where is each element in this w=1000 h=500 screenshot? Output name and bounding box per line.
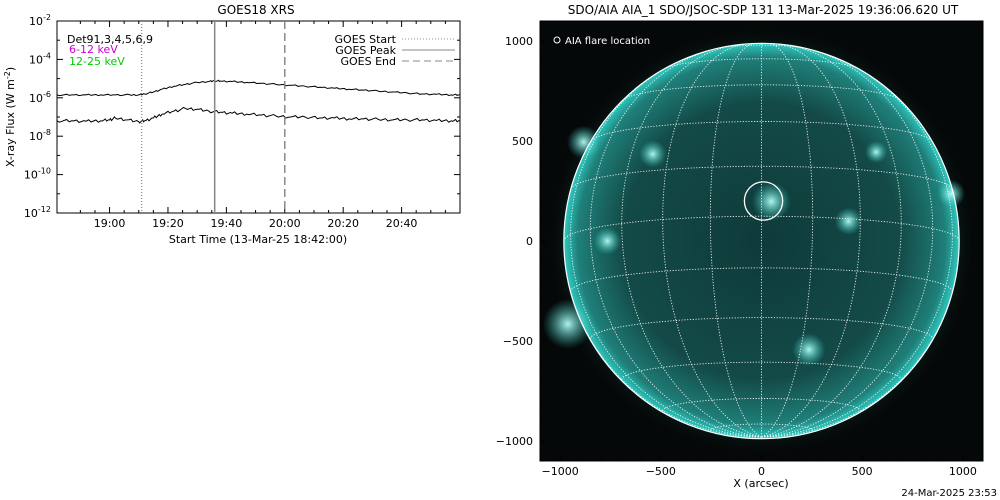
goes-y-axis-label: X-ray Flux (W m-2) <box>3 67 17 167</box>
goes-event-markers <box>141 21 286 213</box>
bright-region <box>566 125 601 159</box>
goes-chart-title: GOES18 XRS <box>217 3 294 17</box>
aia-y-tick-label: 500 <box>512 135 533 148</box>
aia-x-tick-label: 500 <box>852 465 873 478</box>
grid-line <box>570 165 953 190</box>
flare-legend-symbol <box>553 36 561 44</box>
grid-line <box>761 47 934 438</box>
aia-x-tick-label: 1000 <box>949 465 977 478</box>
legend-12-25-kev: 12-25 keV <box>69 55 125 68</box>
legend-detectors: Det91,3,4,5,6,9 <box>67 33 153 46</box>
grid-line <box>589 47 762 438</box>
goes-x-tick-label: 20:20 <box>327 217 359 230</box>
grid-line <box>761 63 953 438</box>
goes-x-tick-label: 20:40 <box>386 217 418 230</box>
legend-goes-peak: GOES Peak <box>335 44 396 57</box>
goes-x-tick-label: 20:00 <box>269 217 301 230</box>
goes-x-tick-label: 19:40 <box>211 217 243 230</box>
bright-region <box>542 299 593 349</box>
goes-y-tick-label: 10-2 <box>29 13 51 28</box>
aia-y-axis: −1000 −500 0 500 1000 <box>496 35 546 448</box>
sun-active-regions <box>542 125 966 367</box>
goes-y-tick-label: 10-12 <box>24 205 51 220</box>
aia-x-tick-label: −500 <box>646 465 676 478</box>
aia-x-axis-label: X (arcsec) <box>733 477 788 490</box>
footer-timestamp: 24-Mar-2025 23:53 <box>901 488 997 499</box>
bright-region <box>752 182 791 221</box>
goes-series-line <box>56 79 460 97</box>
solar-limb <box>563 42 960 440</box>
bright-region <box>792 333 826 367</box>
goes-series-line <box>56 106 460 124</box>
goes-x-axis-label: Start Time (13-Mar-25 18:42:00) <box>169 233 347 246</box>
aia-y-tick-label: 1000 <box>505 35 533 48</box>
grid-line <box>761 43 814 438</box>
bright-region <box>638 140 667 168</box>
bright-region <box>834 207 863 236</box>
grid-line <box>761 45 902 438</box>
goes-x-axis: 19:00 19:20 19:40 20:00 20:20 20:40 <box>79 21 461 230</box>
goes-y-tick-label: 10-6 <box>29 90 51 105</box>
legend-6-12-kev: 6-12 keV <box>69 43 118 56</box>
aia-x-tick-label: −1000 <box>542 465 579 478</box>
grid-line <box>761 43 861 438</box>
aia-y-tick-label: −1000 <box>496 435 533 448</box>
grid-line <box>570 63 762 438</box>
grid-line <box>563 215 960 242</box>
goes-y-tick-label: 10-4 <box>29 51 51 66</box>
grid-line <box>709 43 762 438</box>
flare-location-circle <box>743 181 784 221</box>
aia-x-axis: −1000 −500 0 500 1000 <box>542 455 977 478</box>
goes-x-tick-label: 19:00 <box>94 217 126 230</box>
goes-y-axis: 10-12 10-10 10-8 10-6 10-4 10-2 <box>24 13 460 220</box>
goes-y-tick-label: 10-10 <box>24 167 51 182</box>
aia-y-tick-label: 0 <box>526 235 533 248</box>
flare-legend-label: AIA flare location <box>565 36 650 47</box>
bright-region <box>937 179 966 208</box>
grid-line <box>589 317 934 340</box>
grid-line <box>623 84 900 100</box>
grid-line <box>621 45 762 438</box>
goes-x-tick-label: 19:20 <box>152 217 184 230</box>
grid-line <box>662 43 762 438</box>
bright-region <box>865 140 888 164</box>
aia-image-title: SDO/AIA AIA_1 SDO/JSOC-SDP 131 13-Mar-20… <box>568 3 959 17</box>
bright-region <box>593 227 622 255</box>
goes-y-tick-label: 10-8 <box>29 128 51 143</box>
legend-goes-end: GOES End <box>340 55 396 68</box>
goes-series-group <box>56 79 460 124</box>
aia-y-tick-label: −500 <box>503 335 533 348</box>
legend-goes-start: GOES Start <box>335 33 397 46</box>
aia-x-tick-label: 0 <box>758 465 765 478</box>
grid-line <box>621 361 902 380</box>
